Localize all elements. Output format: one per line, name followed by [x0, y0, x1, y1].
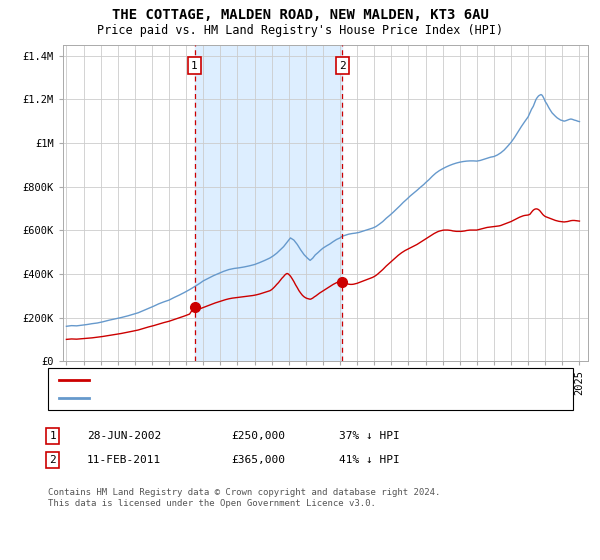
Text: £365,000: £365,000 — [231, 455, 285, 465]
Text: 28-JUN-2002: 28-JUN-2002 — [87, 431, 161, 441]
Text: 41% ↓ HPI: 41% ↓ HPI — [339, 455, 400, 465]
Text: 2: 2 — [49, 455, 56, 465]
Bar — [194, 45, 342, 361]
Text: 37% ↓ HPI: 37% ↓ HPI — [339, 431, 400, 441]
Text: 1: 1 — [49, 431, 56, 441]
Text: £250,000: £250,000 — [231, 431, 285, 441]
Text: 11-FEB-2011: 11-FEB-2011 — [87, 455, 161, 465]
Text: 2: 2 — [339, 60, 346, 71]
Text: Price paid vs. HM Land Registry's House Price Index (HPI): Price paid vs. HM Land Registry's House … — [97, 24, 503, 36]
Text: HPI: Average price, detached house, Kingston upon Thames: HPI: Average price, detached house, King… — [93, 393, 443, 403]
Text: THE COTTAGE, MALDEN ROAD, NEW MALDEN, KT3 6AU: THE COTTAGE, MALDEN ROAD, NEW MALDEN, KT… — [112, 8, 488, 22]
Text: 1: 1 — [191, 60, 198, 71]
Text: THE COTTAGE, MALDEN ROAD, NEW MALDEN, KT3 6AU (detached house): THE COTTAGE, MALDEN ROAD, NEW MALDEN, KT… — [93, 375, 481, 385]
Text: Contains HM Land Registry data © Crown copyright and database right 2024.
This d: Contains HM Land Registry data © Crown c… — [48, 488, 440, 508]
